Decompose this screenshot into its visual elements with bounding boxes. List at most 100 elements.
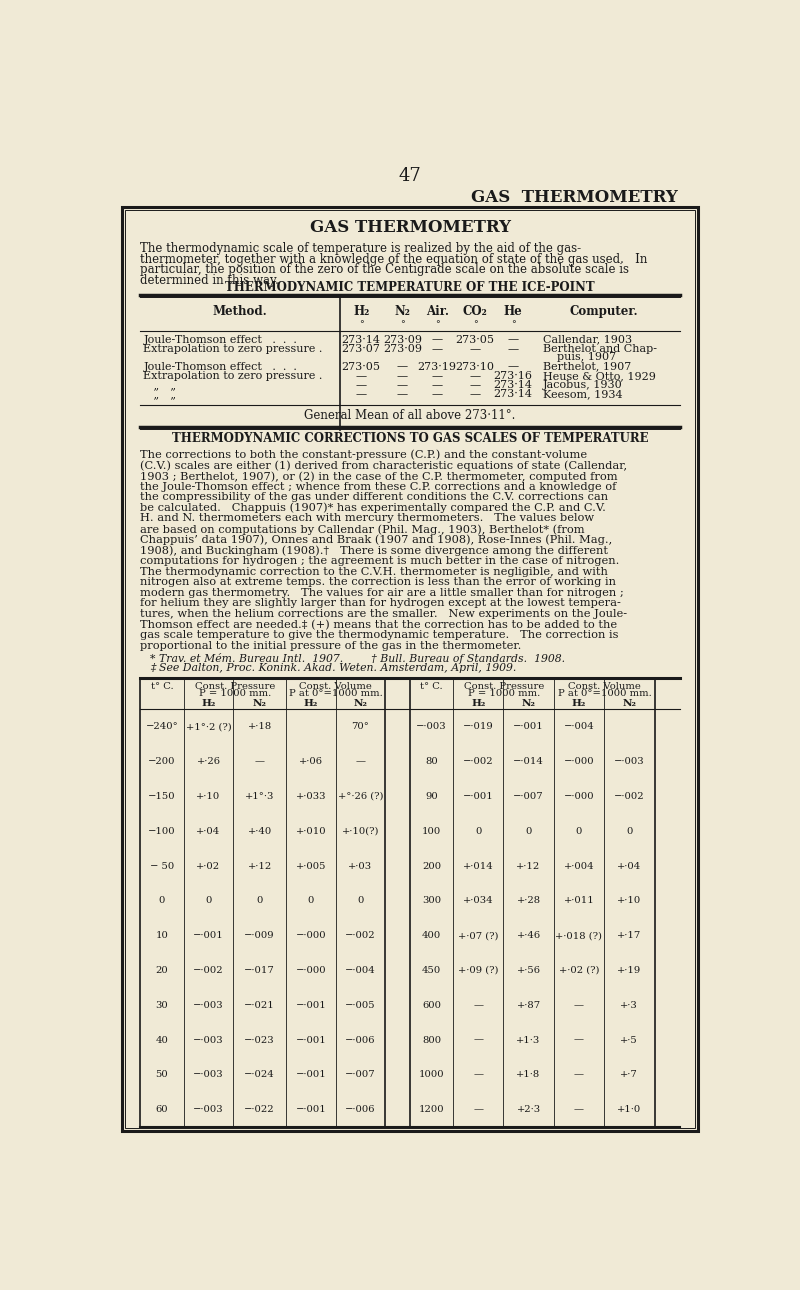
Text: —: — <box>356 390 366 400</box>
Text: −·002: −·002 <box>463 757 494 766</box>
Text: „ „: „ „ <box>143 381 177 390</box>
Text: particular, the position of the zero of the Centigrade scale on the absolute sca: particular, the position of the zero of … <box>140 263 630 276</box>
Text: −·002: −·002 <box>345 931 376 940</box>
Text: P = 1000 mm.: P = 1000 mm. <box>468 689 540 698</box>
Text: —: — <box>254 757 265 766</box>
Text: +·09 (?): +·09 (?) <box>458 966 498 975</box>
Text: −·014: −·014 <box>513 757 544 766</box>
Text: +·010: +·010 <box>295 827 326 836</box>
Text: Joule-Thomson effect   .  .  .: Joule-Thomson effect . . . <box>143 361 298 372</box>
Text: —: — <box>470 390 481 400</box>
Text: Chappuis’ data 1907), Onnes and Braak (1907 and 1908), Rose-Innes (Phil. Mag.,: Chappuis’ data 1907), Onnes and Braak (1… <box>140 535 613 546</box>
Text: −·001: −·001 <box>295 1106 326 1115</box>
Text: Extrapolation to zero pressure .: Extrapolation to zero pressure . <box>143 370 322 381</box>
Text: —: — <box>431 344 442 353</box>
Text: +·04: +·04 <box>196 827 221 836</box>
Text: −·003: −·003 <box>193 1036 224 1045</box>
Text: +1°·3: +1°·3 <box>245 792 274 801</box>
Text: General Mean of all above 273·11°.: General Mean of all above 273·11°. <box>304 409 516 422</box>
Text: Method.: Method. <box>212 306 267 319</box>
Text: −·001: −·001 <box>193 931 224 940</box>
Text: H₂: H₂ <box>471 699 486 708</box>
Text: −·001: −·001 <box>295 1001 326 1010</box>
Text: N₂: N₂ <box>253 699 266 708</box>
Text: nitrogen also at extreme temps. the correction is less than the error of working: nitrogen also at extreme temps. the corr… <box>140 577 616 587</box>
Text: —: — <box>355 757 366 766</box>
Text: −·023: −·023 <box>244 1036 275 1045</box>
Text: −·002: −·002 <box>614 792 645 801</box>
Text: 40: 40 <box>155 1036 169 1045</box>
Text: Computer.: Computer. <box>570 306 638 319</box>
Text: −·005: −·005 <box>345 1001 376 1010</box>
Text: The thermodynamic correction to the C.V.H. thermometer is negligible, and with: The thermodynamic correction to the C.V.… <box>140 566 608 577</box>
Text: 0: 0 <box>526 827 532 836</box>
Text: are based on computations by Callendar (Phil. Mag., 1903), Berthelot* (from: are based on computations by Callendar (… <box>140 524 585 534</box>
Text: +·17: +·17 <box>618 931 642 940</box>
Text: +·06: +·06 <box>299 757 323 766</box>
Text: Air.: Air. <box>426 306 449 319</box>
Text: −·021: −·021 <box>244 1001 275 1010</box>
Text: +·033: +·033 <box>295 792 326 801</box>
Text: −·001: −·001 <box>295 1071 326 1080</box>
Text: +°·26 (?): +°·26 (?) <box>338 792 383 801</box>
Text: Heuse & Otto, 1929: Heuse & Otto, 1929 <box>543 370 656 381</box>
Text: −200: −200 <box>148 757 176 766</box>
Text: 273·05: 273·05 <box>342 361 381 372</box>
Text: determined in this way.: determined in this way. <box>140 275 279 288</box>
Text: − 50: − 50 <box>150 862 174 871</box>
Text: Const. Pressure: Const. Pressure <box>194 681 275 690</box>
Text: —: — <box>574 1071 584 1080</box>
Text: 90: 90 <box>426 792 438 801</box>
Text: 10: 10 <box>155 931 169 940</box>
Text: +·26: +·26 <box>197 757 221 766</box>
Text: +·07 (?): +·07 (?) <box>458 931 498 940</box>
Text: tures, when the helium corrections are the smaller.   New experiments on the Jou: tures, when the helium corrections are t… <box>140 609 627 619</box>
Text: +·10: +·10 <box>618 897 642 906</box>
Text: −·007: −·007 <box>345 1071 376 1080</box>
Text: 1908), and Buckingham (1908).†   There is some divergence among the different: 1908), and Buckingham (1908).† There is … <box>140 546 608 556</box>
Text: 1000: 1000 <box>419 1071 445 1080</box>
Text: gas scale temperature to give the thermodynamic temperature.   The correction is: gas scale temperature to give the thermo… <box>140 631 619 640</box>
Text: Const. Volume: Const. Volume <box>568 681 641 690</box>
Text: thermometer, together with a knowledge of the equation of state of the gas used.: thermometer, together with a knowledge o… <box>140 253 648 266</box>
Text: −·004: −·004 <box>345 966 376 975</box>
Text: −·000: −·000 <box>295 931 326 940</box>
Text: 273·16: 273·16 <box>494 370 533 381</box>
Text: 450: 450 <box>422 966 442 975</box>
Text: —: — <box>574 1106 584 1115</box>
Text: +1°·2 (?): +1°·2 (?) <box>186 722 231 731</box>
Text: −·007: −·007 <box>514 792 544 801</box>
Text: 100: 100 <box>422 827 442 836</box>
Text: 400: 400 <box>422 931 442 940</box>
Text: —: — <box>397 390 408 400</box>
Text: −·000: −·000 <box>564 757 594 766</box>
Text: −·003: −·003 <box>416 722 447 731</box>
Text: +·018 (?): +·018 (?) <box>555 931 602 940</box>
Text: −·003: −·003 <box>193 1001 224 1010</box>
Text: H₂: H₂ <box>353 306 370 319</box>
Text: +·12: +·12 <box>247 862 272 871</box>
Text: −·003: −·003 <box>193 1071 224 1080</box>
Text: −·001: −·001 <box>295 1036 326 1045</box>
Text: Const. Volume: Const. Volume <box>299 681 372 690</box>
Text: the Joule-Thomson effect ; whence from these C.P. corrections and a knowledge of: the Joule-Thomson effect ; whence from t… <box>140 481 617 491</box>
Text: −·004: −·004 <box>563 722 594 731</box>
Text: +·004: +·004 <box>564 862 594 871</box>
Text: +·87: +·87 <box>517 1001 541 1010</box>
Text: +·02: +·02 <box>197 862 221 871</box>
Text: −150: −150 <box>148 792 176 801</box>
Text: 273·10: 273·10 <box>456 361 494 372</box>
Text: P = 1000 mm.: P = 1000 mm. <box>198 689 271 698</box>
Text: +·011: +·011 <box>563 897 594 906</box>
Text: Berthelot and Chap-: Berthelot and Chap- <box>543 344 658 353</box>
Text: +·7: +·7 <box>621 1071 638 1080</box>
Text: +·19: +·19 <box>618 966 642 975</box>
Text: 0: 0 <box>626 827 633 836</box>
Text: −·022: −·022 <box>244 1106 275 1115</box>
Text: −·002: −·002 <box>193 966 224 975</box>
Text: +·40: +·40 <box>247 827 272 836</box>
Text: ‡ See Dalton, Proc. Konink. Akad. Weten. Amsterdam, April, 1909.: ‡ See Dalton, Proc. Konink. Akad. Weten.… <box>150 663 517 673</box>
Text: +·3: +·3 <box>621 1001 638 1010</box>
Text: −·017: −·017 <box>244 966 275 975</box>
Text: —: — <box>431 334 442 344</box>
